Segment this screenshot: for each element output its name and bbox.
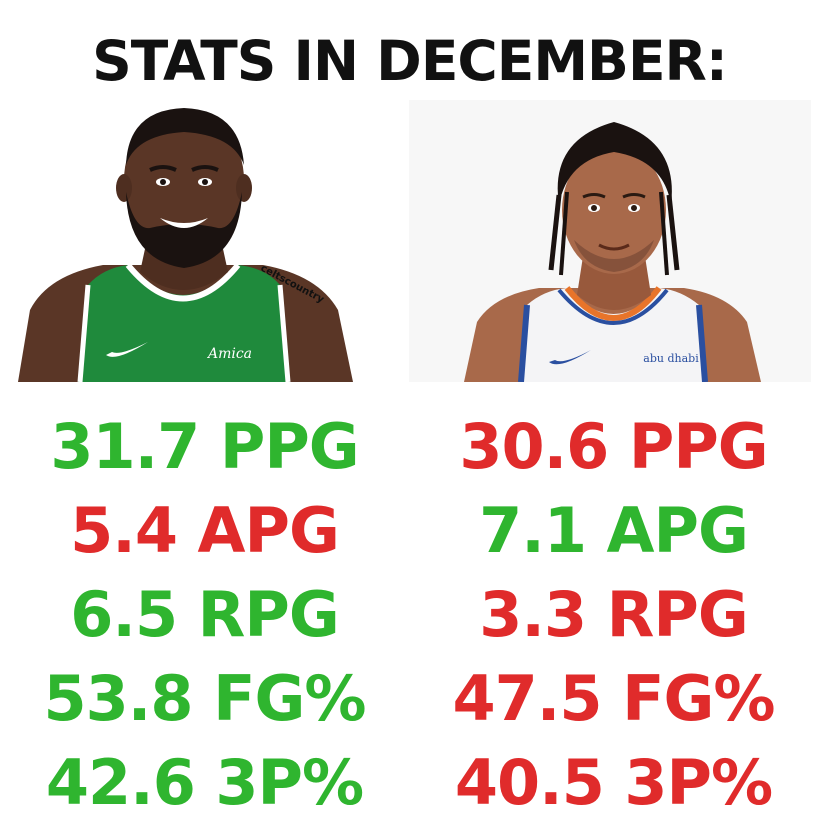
stat-apg-left: 5.4 APG xyxy=(70,494,340,567)
stats-column-left: 31.7 PPG 5.4 APG 6.5 RPG 53.8 FG% 42.6 3… xyxy=(0,405,409,825)
stat-apg-right: 7.1 APG xyxy=(479,494,749,567)
stat-rpg-left: 6.5 RPG xyxy=(70,578,340,651)
player-illustration-left: Amica celtscountry xyxy=(18,108,353,382)
jersey-sponsor-left: Amica xyxy=(206,346,252,362)
jersey-sponsor-right: abu dhabi xyxy=(643,352,699,365)
player-illustration-right: abu dhabi xyxy=(464,122,761,382)
stat-ppg-right: 30.6 PPG xyxy=(459,410,768,483)
player-photo-right: abu dhabi xyxy=(409,100,811,382)
swoosh-icon xyxy=(106,342,148,357)
stat-3p-left: 42.6 3P% xyxy=(45,746,364,819)
stat-fg-left: 53.8 FG% xyxy=(43,662,367,735)
stat-rpg-right: 3.3 RPG xyxy=(479,578,749,651)
page-title: STATS IN DECEMBER: xyxy=(92,29,728,93)
stat-3p-right: 40.5 3P% xyxy=(454,746,773,819)
swoosh-icon xyxy=(549,350,591,365)
jersey-left xyxy=(78,265,290,382)
jersey-right xyxy=(521,288,705,382)
player-photo-left: Amica celtscountry xyxy=(8,100,358,382)
stat-ppg-left: 31.7 PPG xyxy=(50,410,359,483)
stats-column-right: 30.6 PPG 7.1 APG 3.3 RPG 47.5 FG% 40.5 3… xyxy=(409,405,818,825)
stat-fg-right: 47.5 FG% xyxy=(452,662,776,735)
